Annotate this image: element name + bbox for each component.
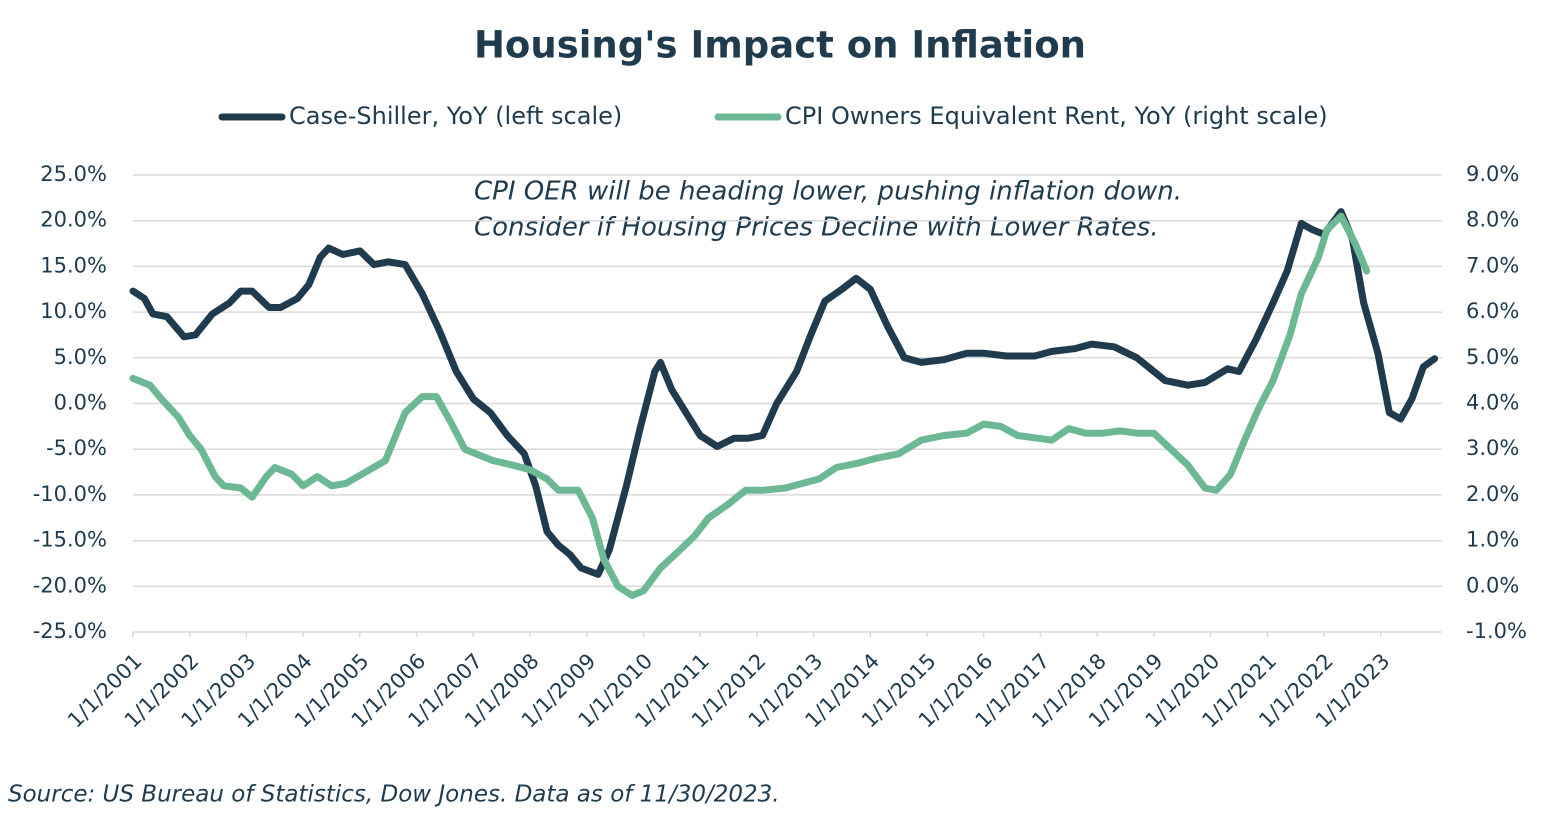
y-tick-label: 15.0% [40,253,107,277]
y-tick-label: -10.0% [33,482,107,506]
y-tick-label: 5.0% [54,345,107,369]
y-tick-label: 0.0% [54,391,107,415]
y2-tick-label: 0.0% [1466,573,1519,597]
y2-tick-label: 9.0% [1466,162,1519,186]
y2-tick-label: 2.0% [1466,482,1519,506]
chart-title: Housing's Impact on Inflation [474,24,1086,67]
y2-tick-label: 7.0% [1466,253,1519,277]
source-note: Source: US Bureau of Statistics, Dow Jon… [8,782,780,808]
series-line [129,208,1439,578]
y-tick-label: 20.0% [40,208,107,232]
y-tick-label: -5.0% [46,436,107,460]
annotation: CPI OER will be heading lower, pushing i… [474,177,1182,207]
y-tick-label: -15.0% [33,528,107,552]
y2-tick-label: 1.0% [1466,528,1519,552]
y-tick-label: -20.0% [33,573,107,597]
y2-tick-label: 3.0% [1466,436,1519,460]
series-line [129,212,1371,599]
legend-label: Case-Shiller, YoY (left scale) [289,102,622,130]
y-tick-label: 25.0% [40,162,107,186]
y2-tick-label: 8.0% [1466,208,1519,232]
y2-tick-label: 5.0% [1466,345,1519,369]
legend-label: CPI Owners Equivalent Rent, YoY (right s… [785,102,1328,130]
y2-tick-label: 4.0% [1466,391,1519,415]
annotation: Consider if Housing Prices Decline with … [474,213,1159,243]
y-tick-label: 10.0% [40,299,107,323]
y2-tick-label: -1.0% [1466,619,1527,643]
y-tick-label: -25.0% [33,619,107,643]
y2-tick-label: 6.0% [1466,299,1519,323]
